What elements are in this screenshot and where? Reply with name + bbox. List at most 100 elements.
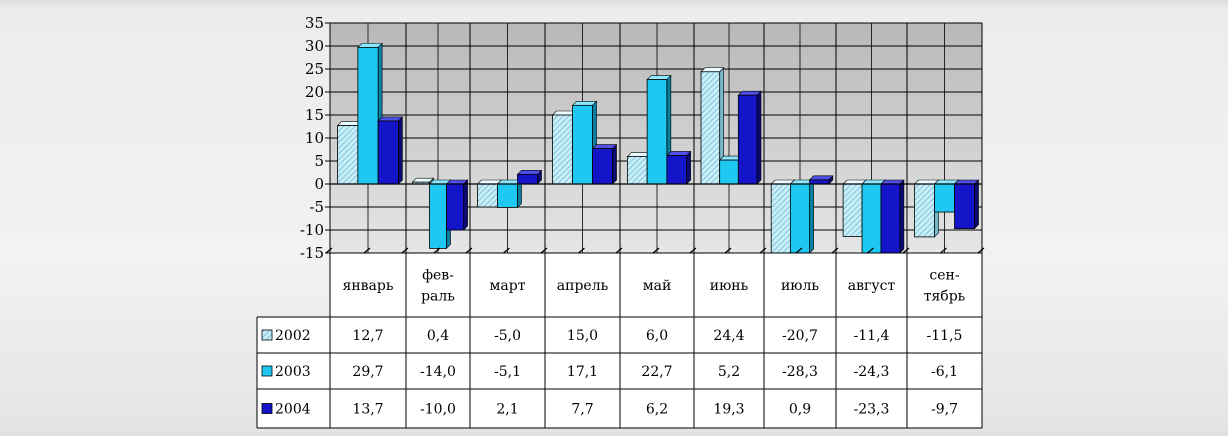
bar-side xyxy=(974,179,979,230)
bar-side xyxy=(809,179,814,254)
category-label: раль xyxy=(421,289,455,305)
bar-side xyxy=(899,179,905,254)
floor-tick xyxy=(759,247,767,254)
category-label: апрель xyxy=(557,278,609,294)
data-label: 22,7 xyxy=(641,364,672,380)
bar xyxy=(337,125,359,185)
data-label: 6,2 xyxy=(646,402,668,418)
bar xyxy=(719,159,739,185)
category-label: май xyxy=(643,278,672,294)
data-label: -11,5 xyxy=(927,328,963,344)
bar xyxy=(477,183,498,208)
bar xyxy=(790,183,811,254)
data-label: 0,4 xyxy=(427,328,449,344)
category-label: январь xyxy=(343,278,394,294)
category-label: март xyxy=(490,278,526,294)
bar-top xyxy=(571,101,598,106)
category-label: фев- xyxy=(422,268,454,284)
bar xyxy=(627,155,648,185)
bar xyxy=(809,179,830,185)
data-label: 7,7 xyxy=(571,402,593,418)
bar-top xyxy=(377,116,404,122)
data-label: 15,0 xyxy=(567,328,598,344)
axis xyxy=(325,22,985,254)
y-tick-label: 0 xyxy=(314,175,324,193)
floor-tick xyxy=(615,247,623,254)
data-label: 0,9 xyxy=(789,402,811,418)
floor-tick xyxy=(795,247,803,254)
legend-key xyxy=(261,365,273,377)
y-tick-label: -10 xyxy=(300,221,324,239)
floor-tick xyxy=(433,247,441,254)
floor-tick xyxy=(977,247,985,254)
category-label: тябрь xyxy=(924,289,966,305)
bar xyxy=(592,148,613,185)
legend-label: 2002 xyxy=(275,328,311,344)
bar xyxy=(572,104,593,185)
data-label: -24,3 xyxy=(854,364,890,380)
bar xyxy=(497,183,518,208)
y-tick-label: 10 xyxy=(305,129,324,147)
bar xyxy=(861,183,882,254)
bar-top xyxy=(411,177,435,183)
y-tick-label: 35 xyxy=(305,14,324,32)
y-tick-labels: 35 30 25 20 15 10 5 0 -5 -10 -15 xyxy=(300,14,324,262)
floor-tick xyxy=(325,247,333,254)
bar-top xyxy=(700,67,725,73)
bar-top xyxy=(808,175,834,181)
bar-top xyxy=(666,151,692,156)
data-label: -9,7 xyxy=(931,402,958,418)
bar xyxy=(934,183,955,213)
floor-tick xyxy=(867,247,874,254)
y-tick-label: 25 xyxy=(305,60,324,78)
bar-side xyxy=(463,179,468,231)
category-label: сен- xyxy=(929,268,959,284)
floor-tick xyxy=(363,247,371,254)
legend-label: 2004 xyxy=(275,402,311,418)
data-label: 13,7 xyxy=(352,402,383,418)
bar xyxy=(880,183,901,254)
bar xyxy=(914,183,935,238)
category-label: июнь xyxy=(710,278,749,294)
data-table: январь фев-раль март апрель май июнь июль авгус… xyxy=(256,252,983,429)
bar xyxy=(552,114,573,185)
floor-tick xyxy=(724,247,732,254)
table-background xyxy=(330,253,982,428)
data-label: -28,3 xyxy=(782,364,818,380)
bar xyxy=(700,71,721,185)
bar-side xyxy=(756,90,762,185)
category-label: август xyxy=(848,278,896,294)
data-label: -23,3 xyxy=(854,402,890,418)
bar xyxy=(429,183,447,249)
bar xyxy=(737,94,758,185)
bar-top xyxy=(591,144,618,149)
floor-tick xyxy=(401,247,409,254)
bar xyxy=(770,183,791,254)
floor-tick xyxy=(503,247,510,254)
data-label: 12,7 xyxy=(352,328,383,344)
bar xyxy=(357,46,379,185)
bar xyxy=(377,120,399,185)
floor-tick xyxy=(831,247,839,254)
data-label: 17,1 xyxy=(567,364,598,380)
bar-top xyxy=(516,170,543,175)
data-label: 5,2 xyxy=(718,364,740,380)
floor-tick xyxy=(940,247,947,254)
floor-tick xyxy=(652,247,660,254)
bar xyxy=(954,183,975,230)
bar xyxy=(646,79,668,185)
data-label: -5,0 xyxy=(494,328,521,344)
category-label: июль xyxy=(781,278,819,294)
bar xyxy=(666,155,687,185)
data-label: -10,0 xyxy=(420,402,456,418)
floor-tick xyxy=(540,247,548,254)
y-tick-label: 20 xyxy=(305,83,324,101)
y-tick-label: 15 xyxy=(305,106,324,124)
bar xyxy=(842,183,863,237)
y-tick-label: 30 xyxy=(305,37,324,55)
bar-top xyxy=(646,75,672,80)
bar xyxy=(517,173,538,185)
data-label: 24,4 xyxy=(713,328,744,344)
data-label: -6,1 xyxy=(931,364,958,380)
